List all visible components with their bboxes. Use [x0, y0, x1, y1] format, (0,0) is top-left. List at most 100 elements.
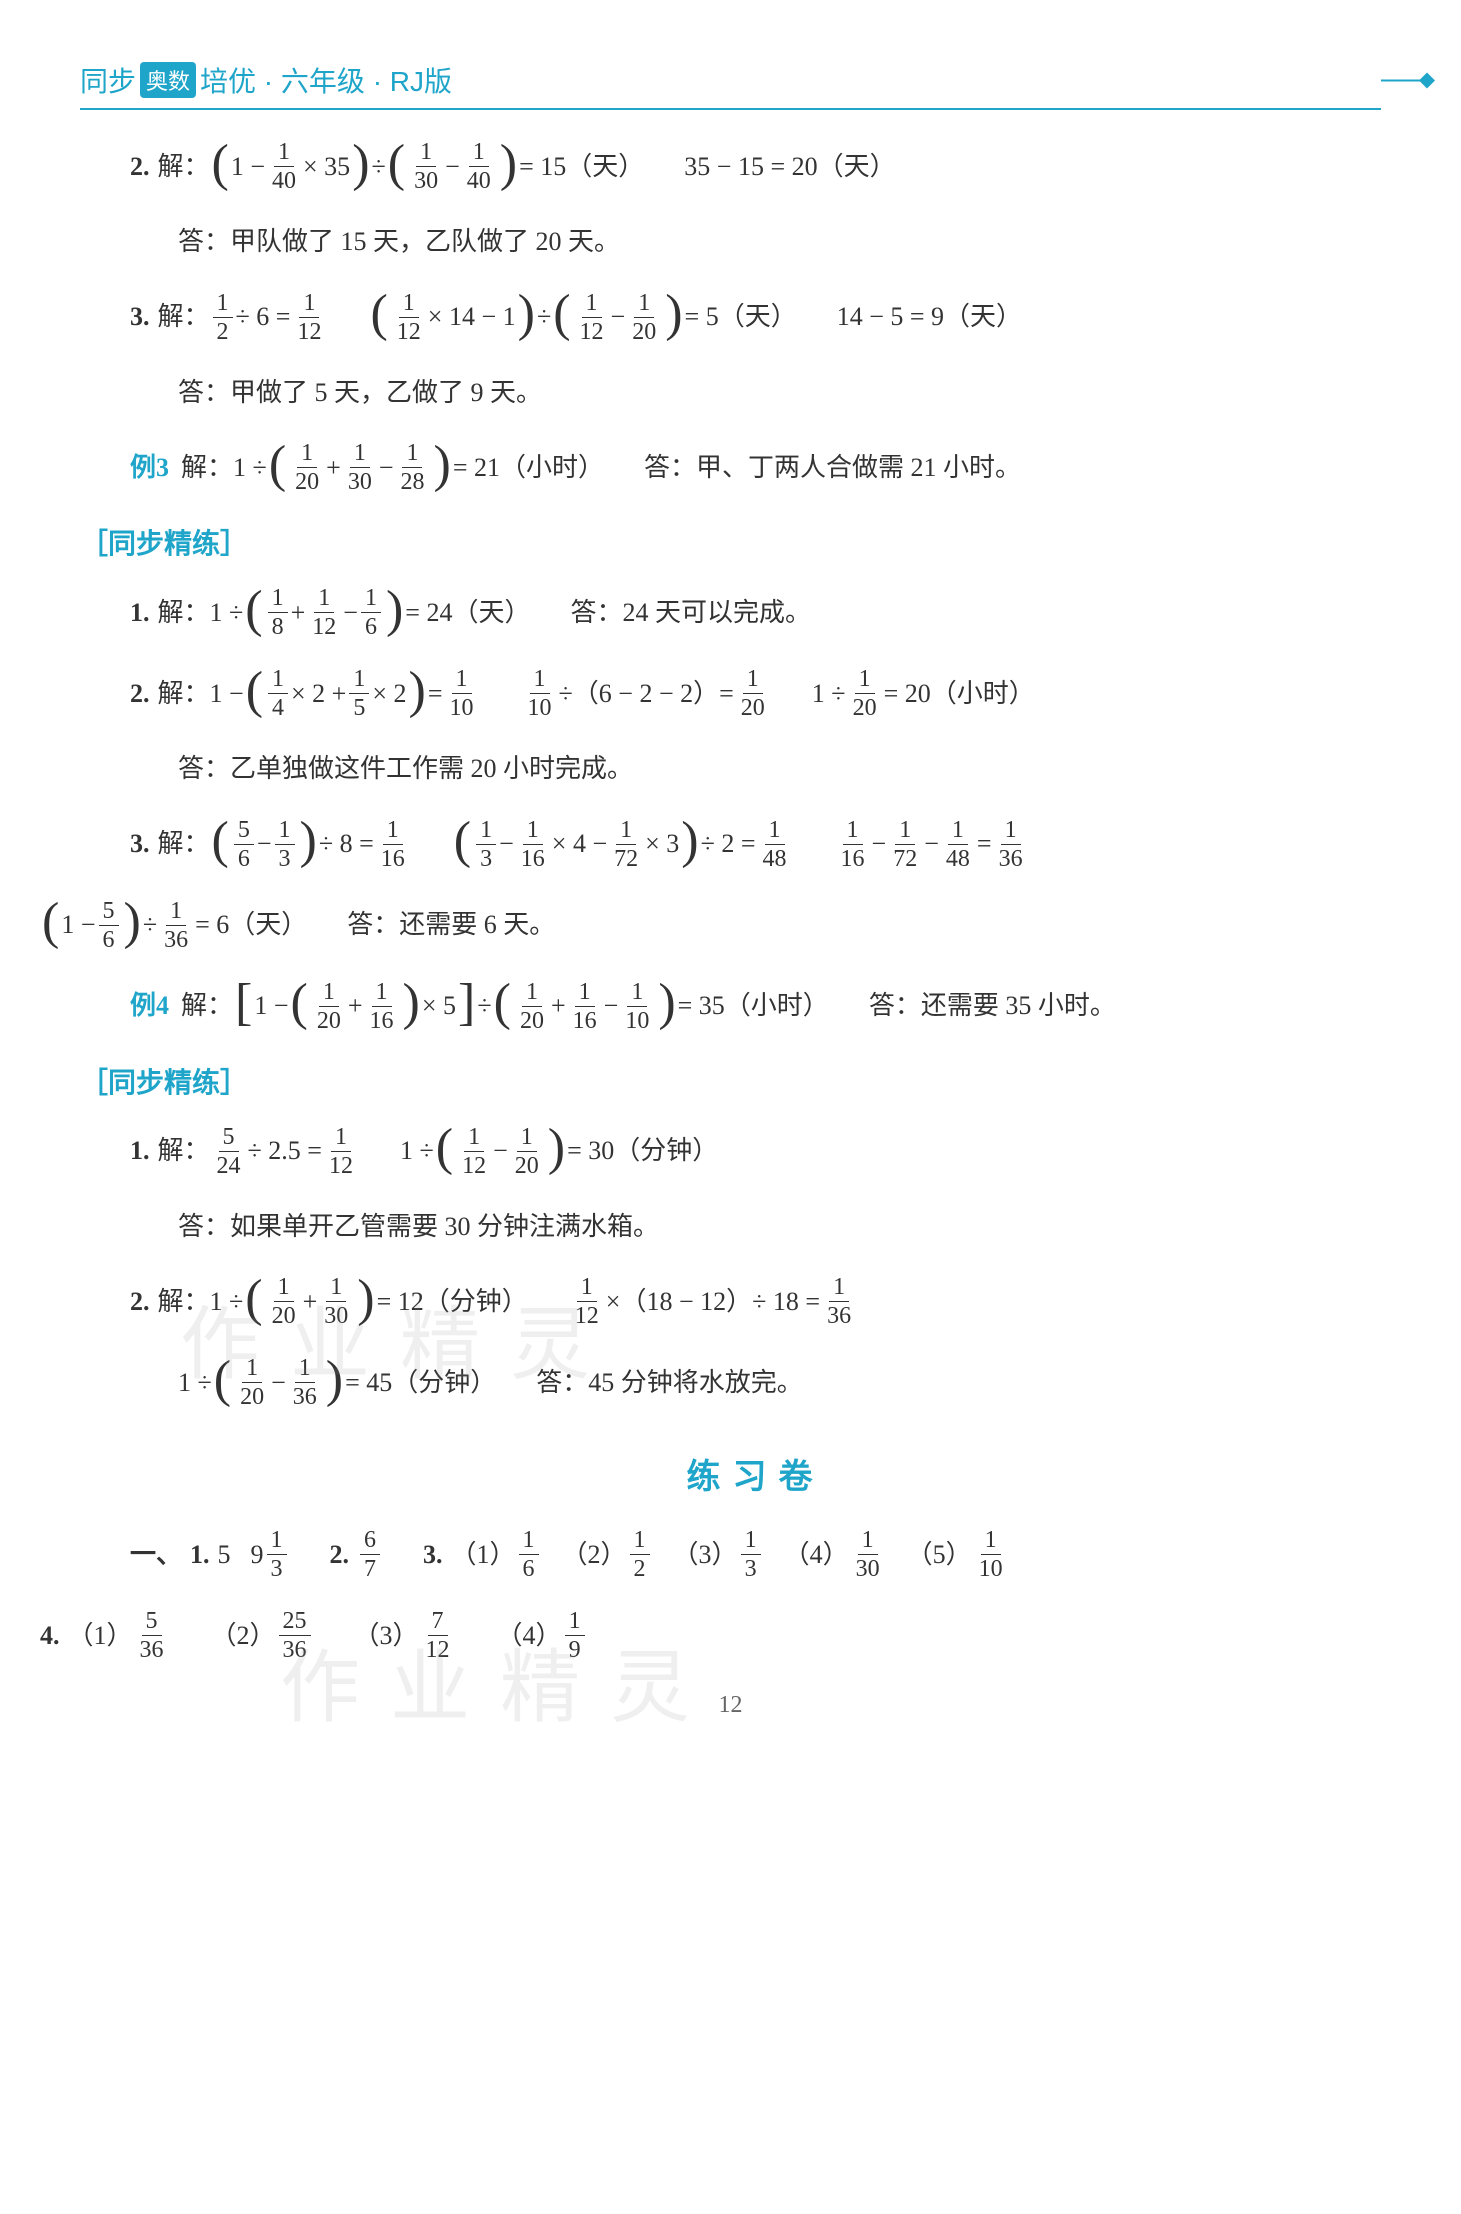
item-number: 2. — [130, 146, 150, 188]
item-number: 3. — [130, 823, 150, 865]
item-number: 3. — [423, 1534, 443, 1576]
expr-text: ÷ 6 = — [236, 296, 291, 338]
sub-label: （3） — [354, 1615, 419, 1657]
result-text: = 6（天） — [195, 904, 307, 946]
example-label: 例3 — [130, 447, 169, 489]
answer-line: 答：如果单开乙管需要 30 分钟注满水箱。 — [130, 1206, 1381, 1248]
sub-label: （1） — [451, 1534, 516, 1576]
solution-line: 1. 解： 524 ÷ 2.5 = 112 1 ÷ ( 112 − 120 ) … — [130, 1125, 1381, 1178]
section-number: 一、 — [130, 1534, 182, 1576]
solution-continuation: 1 ÷ ( 120 − 136 ) = 45（分钟） 答：45 分钟将水放完。 — [130, 1356, 1381, 1409]
expr-text: ×（18 − 12）÷ 18 = — [606, 1281, 820, 1323]
label-solution: 解： — [181, 985, 233, 1027]
tail-text: 14 − 5 = 9（天） — [837, 296, 1022, 338]
solution-line: 3. 解： 12 ÷ 6 = 112 ( 112 × 14 − 1 ) ÷ ( … — [130, 291, 1381, 344]
solution-continuation: (1 − 56 ) ÷ 136 = 6（天） 答：还需要 6 天。 — [40, 899, 1381, 952]
expr-text: × 2 + — [291, 673, 346, 715]
expr-text: × 2 — [372, 673, 406, 715]
tail-text: 35 − 15 = 20（天） — [684, 146, 895, 188]
answer-text: 乙单独做这件工作需 20 小时完成。 — [230, 754, 633, 783]
item-number: 2. — [130, 1281, 150, 1323]
page-number: 12 — [80, 1692, 1381, 1719]
expr-text: × 5 — [422, 985, 456, 1027]
sub-label: （4） — [784, 1534, 849, 1576]
result-text: = 35（小时） — [678, 985, 829, 1027]
label-solution: 解： — [158, 673, 210, 715]
label-solution: 解： — [158, 296, 210, 338]
label-solution: 解： — [158, 823, 210, 865]
result-text: = 5（天） — [685, 296, 797, 338]
item-number: 2. — [130, 673, 150, 715]
header-title: 同步 奥数 培优 · 六年级 · RJ版 — [80, 60, 452, 100]
label-solution: 解： — [181, 447, 233, 489]
section-title: ［同步精练］ — [80, 1061, 1381, 1101]
ornament-icon — [1381, 66, 1441, 103]
answer-line: 答：乙单独做这件工作需 20 小时完成。 — [130, 748, 1381, 790]
result-text: = 24（天） — [405, 592, 530, 634]
expr-text: ÷ 2 = — [701, 823, 756, 865]
sub-label: （1） — [68, 1615, 133, 1657]
exercise-row: 4. （1） 536 （2） 2536 （3） 712 （4） 19 — [40, 1609, 1381, 1662]
result-text: = 20（小时） — [884, 673, 1035, 715]
answer-text: 答：24 天可以完成。 — [570, 592, 811, 634]
exercise-title: 练习卷 — [130, 1449, 1381, 1498]
answer-text: 答：45 分钟将水放完。 — [536, 1362, 803, 1404]
result-text: = 15（天） — [519, 146, 644, 188]
result-text: = 45（分钟） — [345, 1362, 496, 1404]
sub-label: （4） — [497, 1615, 562, 1657]
item-number: 4. — [40, 1615, 60, 1657]
solution-line: 2. 解：1 ÷ ( 120 + 130 ) = 12（分钟） 112 ×（18… — [130, 1275, 1381, 1328]
header-suffix: 培优 · 六年级 · RJ版 — [200, 60, 452, 100]
page-header: 同步 奥数 培优 · 六年级 · RJ版 — [80, 60, 1381, 110]
label-solution: 解： — [158, 592, 210, 634]
label-answer: 答： — [178, 754, 230, 783]
label-answer: 答： — [178, 227, 230, 256]
answer-text: 答：还需要 35 小时。 — [869, 985, 1116, 1027]
sub-label: （2） — [211, 1615, 276, 1657]
expr-text: × 35 — [303, 146, 350, 188]
result-text: = 21（小时） — [453, 447, 604, 489]
answer-text: 甲做了 5 天，乙做了 9 天。 — [230, 378, 542, 407]
solution-line: 3. 解： ( 56 − 13 ) ÷ 8 = 116 ( 13 − 116 ×… — [130, 818, 1381, 871]
item-number: 2. — [330, 1534, 350, 1576]
sub-label: （2） — [562, 1534, 627, 1576]
example-label: 例4 — [130, 985, 169, 1027]
item-number: 1. — [130, 1130, 150, 1172]
solution-line: 1. 解：1 ÷ ( 18 + 112 − 16 ) = 24（天） 答：24 … — [130, 586, 1381, 639]
label-solution: 解： — [158, 1281, 210, 1323]
label-solution: 解： — [158, 1130, 210, 1172]
result-text: = 12（分钟） — [377, 1281, 528, 1323]
sub-label: （3） — [673, 1534, 738, 1576]
sub-label: （5） — [907, 1534, 972, 1576]
item-number: 1. — [190, 1534, 210, 1576]
label-answer: 答： — [178, 378, 230, 407]
section-title: ［同步精练］ — [80, 522, 1381, 562]
label-answer: 答： — [178, 1212, 230, 1241]
answer-text: 答：还需要 6 天。 — [347, 904, 555, 946]
logo-badge: 奥数 — [140, 62, 196, 98]
expr-text: 1 ÷ — [400, 1130, 434, 1172]
result-text: = 30（分钟） — [567, 1130, 718, 1172]
expr-text: ÷（6 − 2 − 2）= — [559, 673, 734, 715]
content-body: 2. 解： (1 − 140 × 35 ) ÷ ( 130 − 140 ) = … — [80, 140, 1381, 1662]
answer-value: 9 — [251, 1534, 264, 1576]
expr-text: × 14 − 1 — [428, 296, 516, 338]
exercise-row: 一、 1. 5 9 13 2. 67 3. （1） 16 （2） 12 （3） … — [130, 1528, 1381, 1581]
item-number: 3. — [130, 296, 150, 338]
header-prefix: 同步 — [80, 60, 136, 100]
solution-line: 2. 解：1 − ( 14 × 2 + 15 × 2 ) = 110 110 ÷… — [130, 667, 1381, 720]
expr-text: × 4 − — [552, 823, 607, 865]
answer-line: 答：甲队做了 15 天，乙队做了 20 天。 — [130, 221, 1381, 263]
example-line: 例3 解：1 ÷ ( 120 + 130 − 128 ) = 21（小时） 答：… — [130, 441, 1381, 494]
answer-text: 如果单开乙管需要 30 分钟注满水箱。 — [230, 1212, 659, 1241]
answer-text: 甲队做了 15 天，乙队做了 20 天。 — [230, 227, 620, 256]
answer-line: 答：甲做了 5 天，乙做了 9 天。 — [130, 372, 1381, 414]
answer-text: 答：甲、丁两人合做需 21 小时。 — [644, 447, 1021, 489]
label-solution: 解： — [158, 146, 210, 188]
example-line: 例4 解： [1 − ( 120 + 116 ) × 5 ] ÷ ( 120 +… — [130, 980, 1381, 1033]
expr-text: ÷ 8 = — [319, 823, 374, 865]
solution-line: 2. 解： (1 − 140 × 35 ) ÷ ( 130 − 140 ) = … — [130, 140, 1381, 193]
answer-value: 5 — [218, 1534, 231, 1576]
item-number: 1. — [130, 592, 150, 634]
expr-text: ÷ 2.5 = — [248, 1130, 322, 1172]
